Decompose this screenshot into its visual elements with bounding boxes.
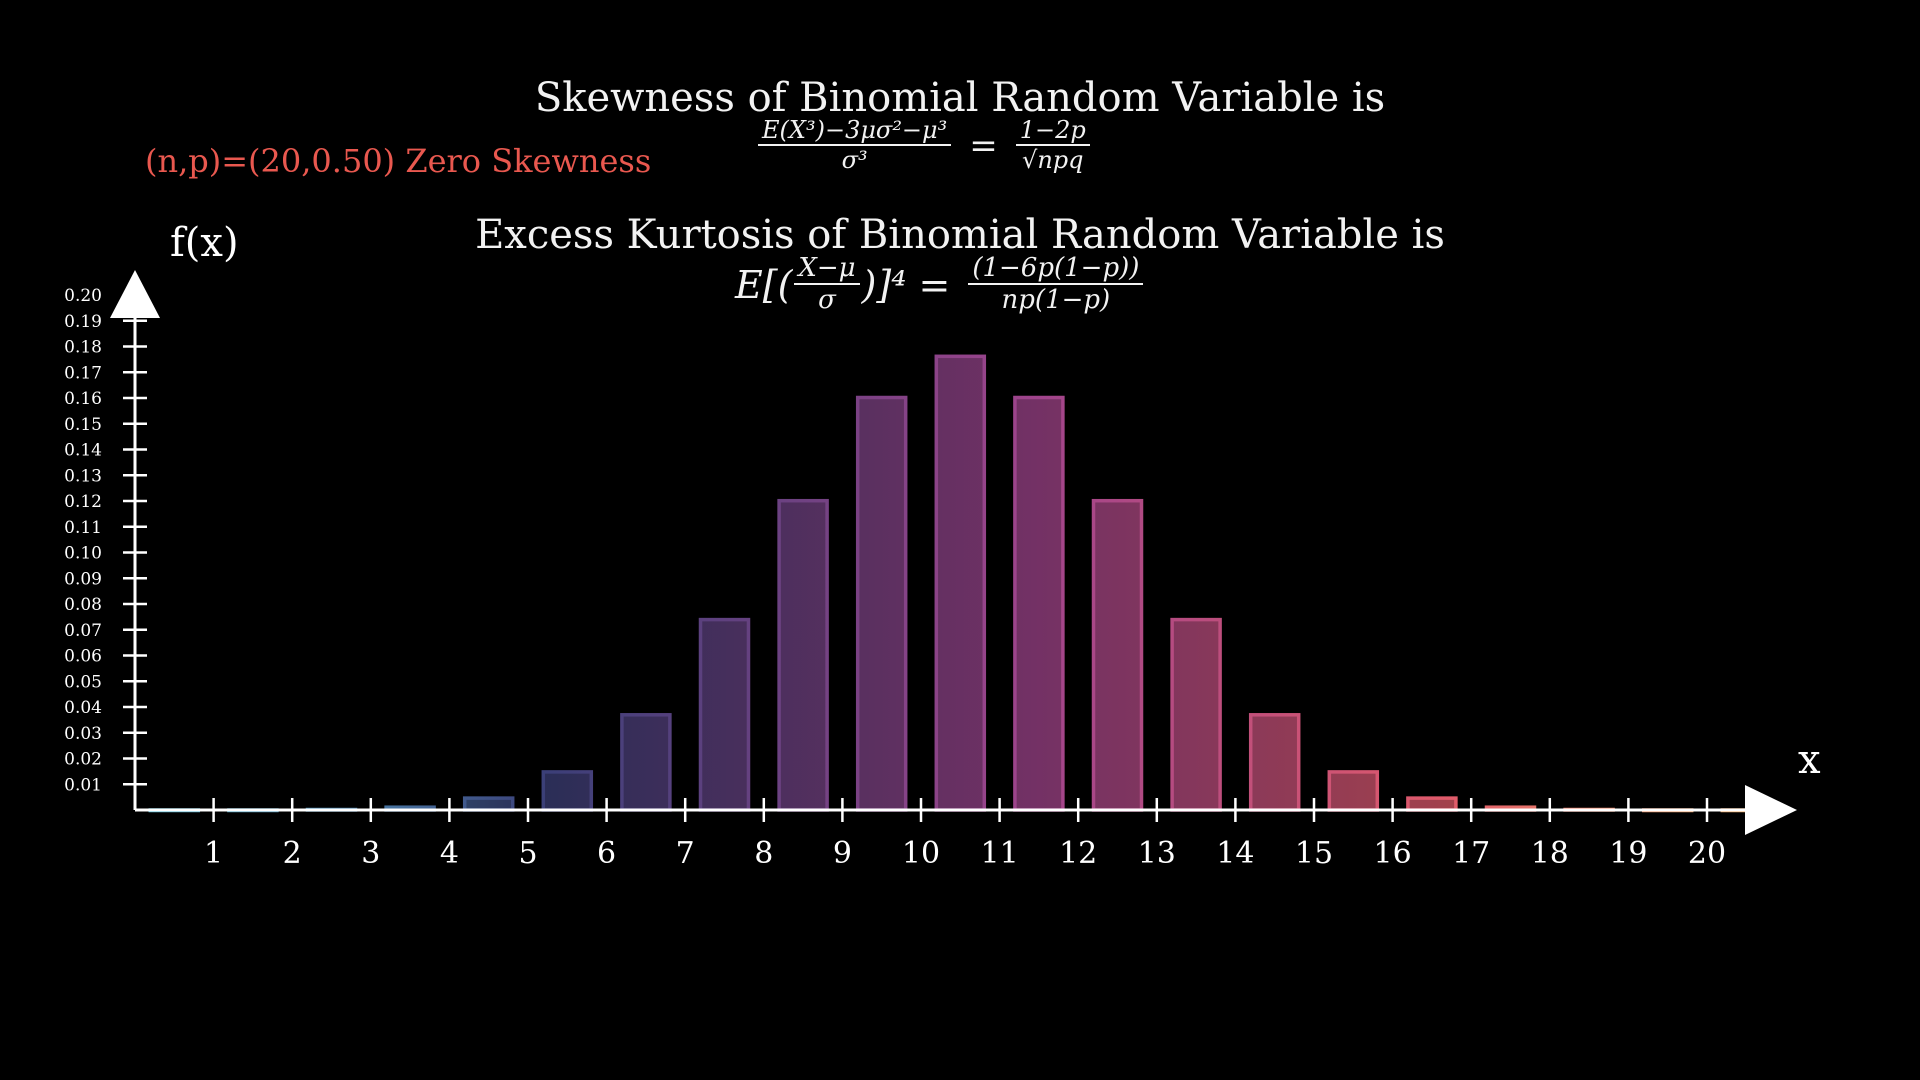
bar-x-6 — [620, 713, 672, 812]
y-tick-label-0.07: 0.07 — [64, 621, 102, 641]
bar-x-16 — [1406, 796, 1458, 812]
y-tick-label-0.12: 0.12 — [64, 492, 102, 512]
y-tick-label-0.01: 0.01 — [64, 775, 102, 795]
x-axis-title: x — [1798, 737, 1821, 783]
kurtosis-lhs-denominator: σ — [818, 285, 836, 316]
y-tick-label-0.11: 0.11 — [64, 518, 102, 538]
y-tick-label-0.09: 0.09 — [64, 569, 102, 589]
y-tick-label-0.14: 0.14 — [64, 441, 102, 461]
kurtosis-equals: = — [918, 262, 951, 307]
kurtosis-rhs-denominator: np(1−p) — [1001, 285, 1111, 316]
kurtosis-lhs-fraction: X−μ σ — [794, 254, 860, 316]
kurtosis-lhs-suffix: )]⁴ — [861, 262, 907, 307]
y-tick-label-0.08: 0.08 — [64, 595, 102, 615]
bar-x-10 — [934, 354, 987, 812]
y-tick-label-0.02: 0.02 — [64, 750, 102, 770]
bar-x-9 — [855, 395, 908, 812]
y-tick-label-0.18: 0.18 — [64, 338, 102, 358]
y-tick-label-0.04: 0.04 — [64, 698, 102, 718]
skewness-rhs-denominator: √npq — [1022, 146, 1084, 175]
skewness-lhs-fraction: E(X³)−3μσ²−μ³ σ³ — [758, 117, 952, 175]
x-tick-label-7: 7 — [676, 836, 695, 871]
x-tick-label-14: 14 — [1216, 836, 1254, 871]
y-axis-title: f(x) — [170, 220, 239, 266]
bar-x-5 — [541, 770, 594, 812]
x-tick-label-1: 1 — [204, 836, 223, 871]
bar-x-14 — [1248, 713, 1301, 812]
y-tick-label-0.15: 0.15 — [64, 415, 102, 435]
bar-x-8 — [777, 498, 829, 812]
skewness-rhs-numerator: 1−2p — [1015, 117, 1090, 147]
x-tick-label-15: 15 — [1295, 836, 1333, 871]
x-tick-label-12: 12 — [1059, 836, 1097, 871]
x-tick-label-5: 5 — [518, 836, 537, 871]
skewness-formula: E(X³)−3μσ²−μ³ σ³ = 1−2p √npq — [752, 117, 1096, 175]
x-tick-label-6: 6 — [597, 836, 616, 871]
skewness-title: Skewness of Binomial Random Variable is — [534, 75, 1386, 121]
x-tick-label-9: 9 — [833, 836, 852, 871]
x-tick-label-10: 10 — [902, 836, 940, 871]
kurtosis-rhs-numerator: (1−6p(1−p)) — [968, 254, 1144, 286]
y-tick-label-0.16: 0.16 — [64, 389, 102, 409]
x-tick-label-4: 4 — [440, 836, 459, 871]
bar-x-15 — [1327, 770, 1380, 812]
bar-x-13 — [1170, 617, 1222, 812]
x-tick-label-13: 13 — [1138, 836, 1176, 871]
bar-x-12 — [1091, 498, 1144, 812]
kurtosis-rhs-fraction: (1−6p(1−p)) np(1−p) — [968, 254, 1144, 316]
x-tick-label-17: 17 — [1452, 836, 1490, 871]
x-tick-label-19: 19 — [1609, 836, 1647, 871]
kurtosis-lhs-numerator: X−μ — [794, 254, 860, 286]
kurtosis-title: Excess Kurtosis of Binomial Random Varia… — [475, 212, 1445, 258]
x-tick-label-20: 20 — [1688, 836, 1726, 871]
skewness-equals: = — [969, 125, 998, 166]
y-tick-label-0.19: 0.19 — [64, 312, 102, 332]
y-tick-label-0.10: 0.10 — [64, 544, 102, 564]
x-tick-label-11: 11 — [981, 836, 1019, 871]
x-tick-label-18: 18 — [1531, 836, 1569, 871]
x-tick-label-8: 8 — [754, 836, 773, 871]
skewness-lhs-numerator: E(X³)−3μσ²−μ³ — [758, 117, 952, 147]
x-tick-label-2: 2 — [283, 836, 302, 871]
kurtosis-lhs-prefix: E[( — [735, 262, 793, 307]
bar-x-7 — [698, 617, 751, 812]
y-tick-label-0.05: 0.05 — [64, 672, 102, 692]
x-axis-arrow-icon — [1745, 785, 1797, 835]
y-tick-label-0.06: 0.06 — [64, 647, 102, 667]
params-label: (n,p)=(20,0.50) Zero Skewness — [145, 142, 652, 180]
y-tick-label-0.17: 0.17 — [64, 363, 102, 383]
x-tick-label-16: 16 — [1374, 836, 1412, 871]
skewness-rhs-fraction: 1−2p √npq — [1015, 117, 1090, 175]
bar-x-11 — [1013, 395, 1065, 812]
bar-x-4 — [462, 796, 515, 812]
kurtosis-formula: E[( X−μ σ )]⁴ = (1−6p(1−p)) np(1−p) — [735, 254, 1149, 316]
y-tick-label-0.13: 0.13 — [64, 466, 102, 486]
y-tick-label-0.20: 0.20 — [64, 286, 102, 306]
skewness-lhs-denominator: σ³ — [841, 146, 868, 175]
y-tick-label-0.03: 0.03 — [64, 724, 102, 744]
x-tick-label-3: 3 — [361, 836, 380, 871]
